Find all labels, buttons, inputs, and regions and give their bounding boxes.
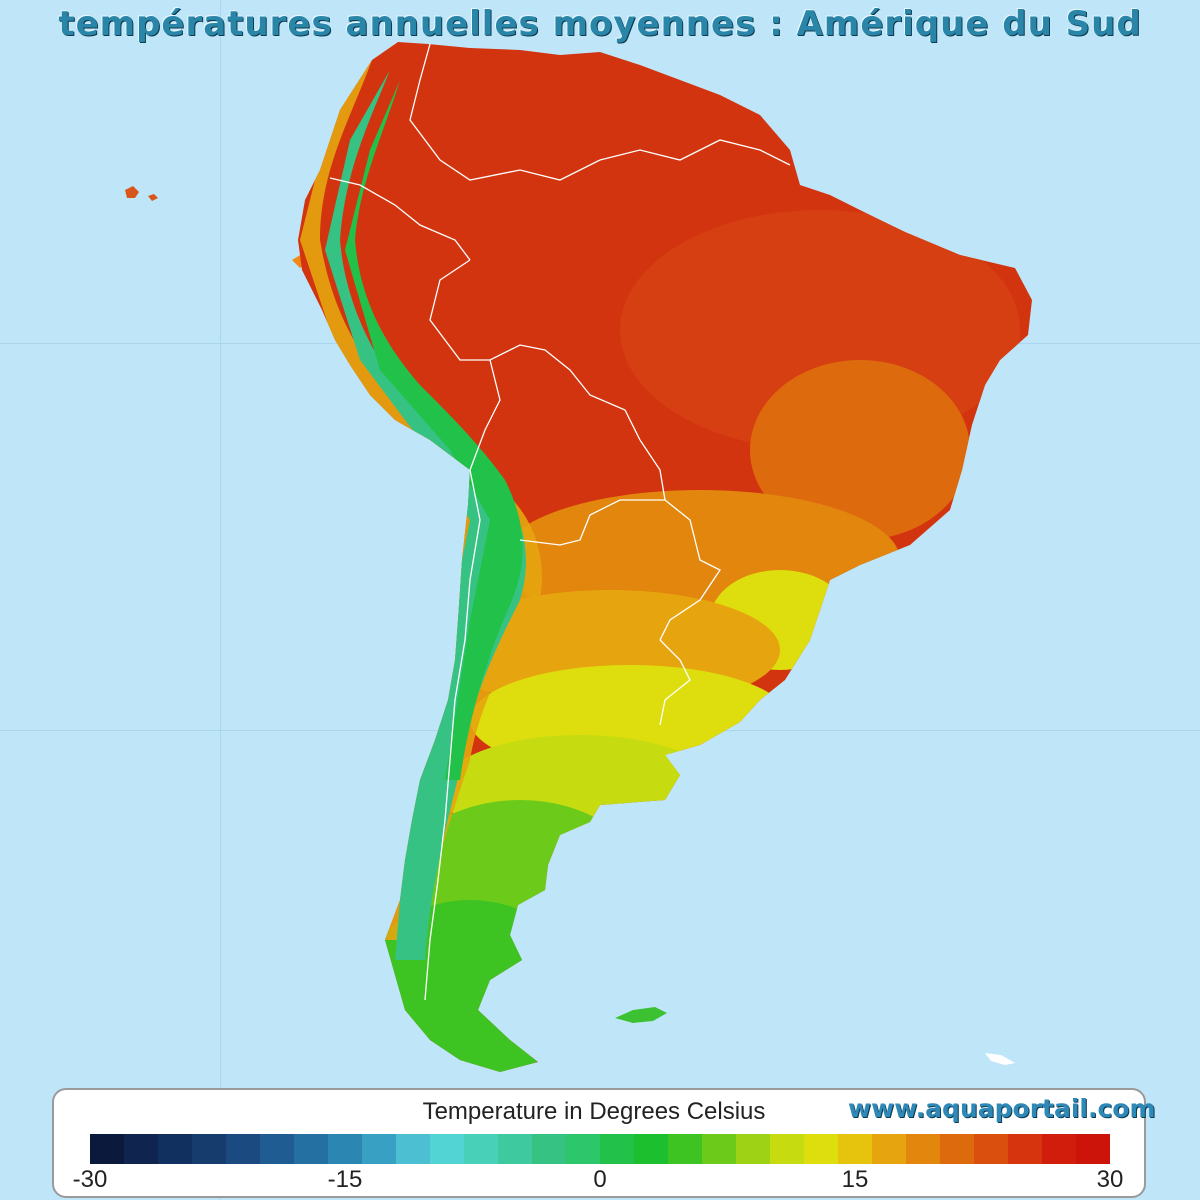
- legend: Temperature in Degrees Celsius -30 -15 0 15…: [52, 1088, 1146, 1198]
- legend-swatch: [192, 1134, 226, 1164]
- galapagos-islet: [148, 194, 158, 201]
- galapagos-islands: [125, 186, 139, 198]
- legend-swatch: [600, 1134, 634, 1164]
- falkland-islands: [615, 1007, 667, 1023]
- legend-colorbar: [90, 1134, 1110, 1164]
- legend-tick-label: 0: [593, 1166, 607, 1193]
- legend-swatch: [804, 1134, 838, 1164]
- site-watermark: www.aquaportail.com: [848, 1094, 1156, 1123]
- border-ecuador-peru: [329, 177, 471, 261]
- legend-swatch: [430, 1134, 464, 1164]
- legend-swatch: [124, 1134, 158, 1164]
- legend-swatch: [872, 1134, 906, 1164]
- andes-cold-zone: [325, 70, 526, 960]
- legend-tick-label: 15: [841, 1166, 869, 1193]
- legend-swatch: [906, 1134, 940, 1164]
- legend-swatch: [702, 1134, 736, 1164]
- border-peru-bolivia: [469, 359, 501, 471]
- border-peru-brazil: [429, 259, 641, 441]
- legend-swatch: [1008, 1134, 1042, 1164]
- legend-swatch: [90, 1134, 124, 1164]
- legend-tick-label: -30: [72, 1166, 108, 1193]
- map-title: températures annuelles moyennes : Amériq…: [58, 4, 1142, 44]
- legend-swatch: [498, 1134, 532, 1164]
- legend-swatch: [770, 1134, 804, 1164]
- legend-swatch: [736, 1134, 770, 1164]
- legend-swatch: [974, 1134, 1008, 1164]
- legend-title: Temperature in Degrees Celsius: [422, 1098, 766, 1125]
- legend-swatch: [260, 1134, 294, 1164]
- legend-swatch: [1076, 1134, 1110, 1164]
- legend-swatch: [634, 1134, 668, 1164]
- border-paraguay-brazil: [659, 499, 721, 641]
- legend-swatch: [566, 1134, 600, 1164]
- border-uruguay: [659, 639, 691, 726]
- legend-swatch: [532, 1134, 566, 1164]
- border-chile-argentina: [424, 469, 481, 1001]
- legend-swatch: [940, 1134, 974, 1164]
- legend-swatch: [328, 1134, 362, 1164]
- legend-tick-label: -15: [327, 1166, 363, 1193]
- legend-tick-label: 30: [1096, 1166, 1124, 1193]
- legend-swatch: [396, 1134, 430, 1164]
- border-colombia-venezuela: [409, 43, 601, 181]
- legend-swatch: [362, 1134, 396, 1164]
- andes-high-zone: [345, 80, 523, 780]
- south-georgia-island: [985, 1053, 1015, 1065]
- legend-swatch: [1042, 1134, 1076, 1164]
- legend-swatch: [158, 1134, 192, 1164]
- legend-swatch: [668, 1134, 702, 1164]
- legend-swatch: [226, 1134, 260, 1164]
- border-guianas: [599, 139, 791, 166]
- country-borders: [329, 43, 791, 1001]
- legend-swatch: [294, 1134, 328, 1164]
- legend-swatch: [838, 1134, 872, 1164]
- longitude-line: [220, 0, 221, 1200]
- border-bolivia-paraguay: [519, 439, 666, 546]
- small-islands: [125, 186, 1015, 1065]
- brazil-highland-zone: [750, 360, 970, 540]
- legend-swatch: [464, 1134, 498, 1164]
